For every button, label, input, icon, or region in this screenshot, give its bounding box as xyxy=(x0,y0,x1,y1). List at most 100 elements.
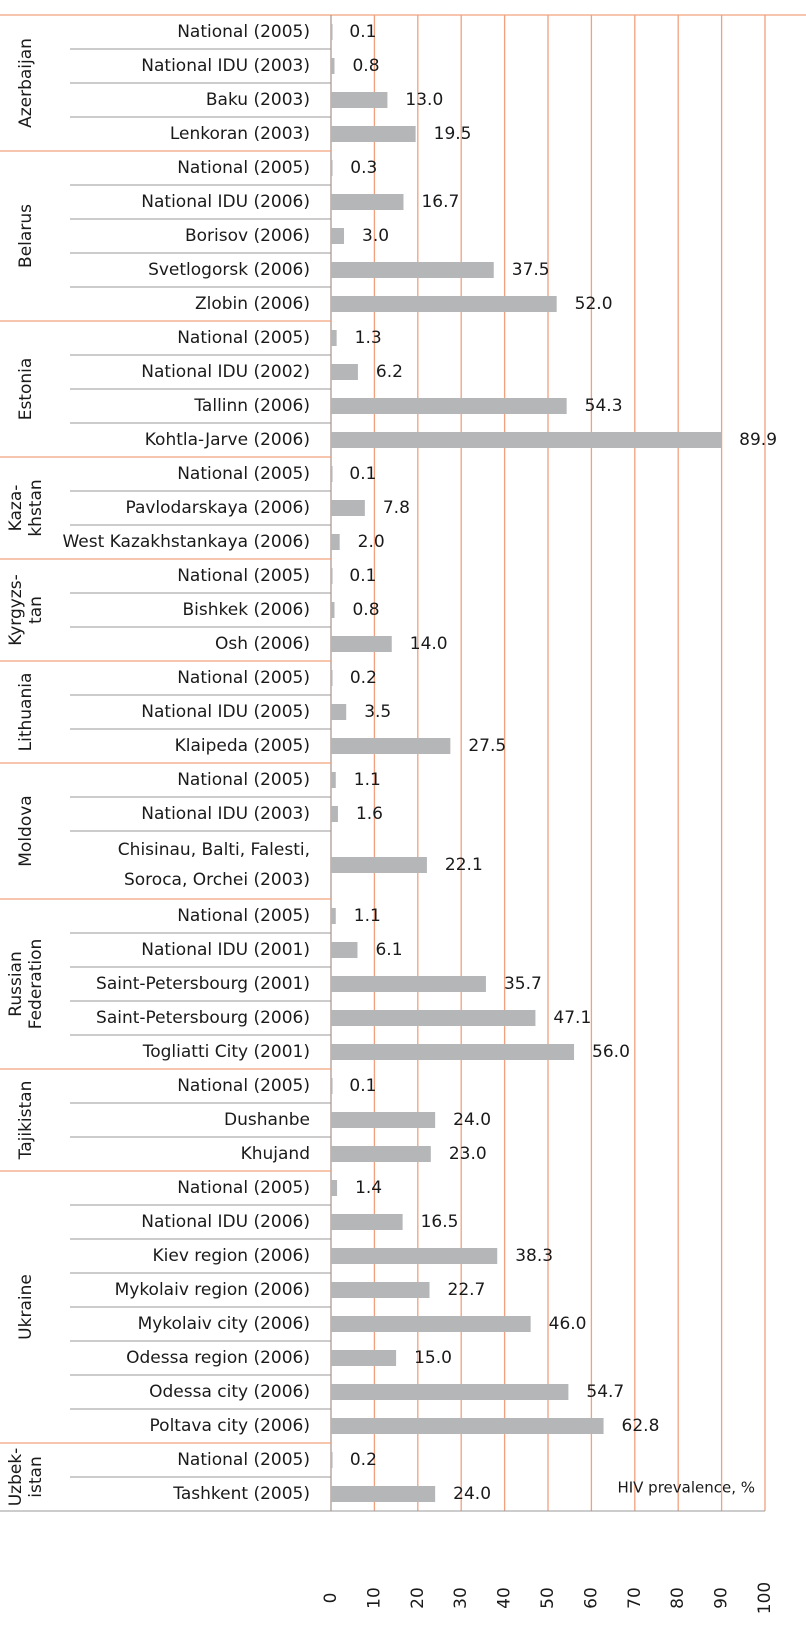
category-label: West Kazakhstankaya (2006) xyxy=(62,532,310,552)
bar xyxy=(331,466,333,482)
value-label: 23.0 xyxy=(449,1144,487,1164)
value-label: 0.1 xyxy=(349,1076,376,1096)
category-label: Dushanbe xyxy=(224,1110,310,1130)
value-label: 7.8 xyxy=(383,498,410,518)
x-tick-label: 20 xyxy=(408,1587,428,1609)
bar xyxy=(331,1418,604,1434)
value-label: 35.7 xyxy=(504,974,542,994)
value-label: 38.3 xyxy=(515,1246,553,1266)
bar xyxy=(331,194,404,210)
bar xyxy=(331,1452,333,1468)
value-label: 1.1 xyxy=(354,906,381,926)
category-label: Chisinau, Balti, Falesti, xyxy=(118,840,310,860)
bar xyxy=(331,1248,498,1264)
x-axis-label: HIV prevalence, % xyxy=(617,1479,755,1497)
category-label: National IDU (2001) xyxy=(141,940,310,960)
category-label: Tallinn (2006) xyxy=(193,396,310,416)
group-label: Uzbek- xyxy=(6,1448,26,1507)
bar xyxy=(331,1044,575,1060)
category-label: Pavlodarskaya (2006) xyxy=(125,498,310,518)
x-tick-label: 10 xyxy=(364,1587,384,1609)
category-label: National IDU (2006) xyxy=(141,1212,310,1232)
bar xyxy=(331,806,338,822)
bar xyxy=(331,857,427,873)
value-label: 22.1 xyxy=(445,855,483,875)
bar xyxy=(331,738,451,754)
category-label: National IDU (2002) xyxy=(141,362,310,382)
group-label: Ukraine xyxy=(16,1274,36,1340)
bar xyxy=(331,500,365,516)
value-label: 15.0 xyxy=(414,1348,452,1368)
value-label: 3.0 xyxy=(362,226,389,246)
category-label: Zlobin (2006) xyxy=(195,294,310,314)
category-label: National (2005) xyxy=(177,464,310,484)
value-label: 3.5 xyxy=(364,702,391,722)
category-label: Khujand xyxy=(241,1144,310,1164)
bar xyxy=(331,704,347,720)
category-label: Lenkoran (2003) xyxy=(170,124,310,144)
category-label: Kiev region (2006) xyxy=(153,1246,311,1266)
bar xyxy=(331,602,335,618)
category-label: Bishkek (2006) xyxy=(183,600,311,620)
category-label: Saint-Petersbourg (2001) xyxy=(96,974,310,994)
category-label: Kohtla-Jarve (2006) xyxy=(145,430,310,450)
bar xyxy=(331,296,557,312)
bar xyxy=(331,1282,430,1298)
category-label: National (2005) xyxy=(177,1076,310,1096)
bar xyxy=(331,1180,338,1196)
category-label: Poltava city (2006) xyxy=(150,1416,310,1436)
value-label: 0.1 xyxy=(349,22,376,42)
category-label: Mykolaiv region (2006) xyxy=(115,1280,310,1300)
value-label: 0.2 xyxy=(350,1450,377,1470)
category-label: Tashkent (2005) xyxy=(172,1484,310,1504)
bar xyxy=(331,364,358,380)
category-label: Soroca, Orchei (2003) xyxy=(124,870,310,890)
value-label: 1.4 xyxy=(355,1178,382,1198)
group-label: Azerbaijan xyxy=(16,38,36,128)
group-label: Estonia xyxy=(16,358,36,421)
category-label: National IDU (2006) xyxy=(141,192,310,212)
bar xyxy=(331,398,567,414)
value-label: 16.7 xyxy=(421,192,459,212)
category-label: Klaipeda (2005) xyxy=(175,736,310,756)
bar xyxy=(331,568,333,584)
bar xyxy=(331,772,336,788)
value-label: 0.1 xyxy=(349,566,376,586)
category-label: National IDU (2005) xyxy=(141,702,310,722)
value-label: 46.0 xyxy=(549,1314,587,1334)
x-tick-label: 0 xyxy=(321,1593,341,1604)
category-label: National IDU (2003) xyxy=(141,56,310,76)
value-label: 37.5 xyxy=(512,260,550,280)
bar xyxy=(331,92,388,108)
x-tick-label: 80 xyxy=(668,1587,688,1609)
category-label: National (2005) xyxy=(177,1178,310,1198)
value-label: 52.0 xyxy=(575,294,613,314)
x-tick-label: 60 xyxy=(581,1587,601,1609)
value-label: 0.3 xyxy=(350,158,377,178)
group-label: tan xyxy=(26,596,46,624)
value-label: 54.7 xyxy=(586,1382,624,1402)
bar xyxy=(331,1146,431,1162)
value-label: 0.8 xyxy=(352,600,379,620)
category-label: Odessa city (2006) xyxy=(149,1382,310,1402)
x-tick-label: 70 xyxy=(625,1587,645,1609)
group-label: Federation xyxy=(26,939,46,1030)
group-label: Russian xyxy=(6,951,26,1016)
value-label: 2.0 xyxy=(358,532,385,552)
value-label: 14.0 xyxy=(410,634,448,654)
category-label: Mykolaiv city (2006) xyxy=(138,1314,310,1334)
category-label: National (2005) xyxy=(177,1450,310,1470)
category-label: Svetlogorsk (2006) xyxy=(148,260,310,280)
value-label: 16.5 xyxy=(421,1212,459,1232)
value-label: 27.5 xyxy=(468,736,506,756)
bar xyxy=(331,1112,436,1128)
bar xyxy=(331,1486,436,1502)
bar xyxy=(331,908,336,924)
category-label: National (2005) xyxy=(177,668,310,688)
bar xyxy=(331,976,486,992)
category-label: Odessa region (2006) xyxy=(126,1348,310,1368)
category-label: National (2005) xyxy=(177,328,310,348)
value-label: 56.0 xyxy=(592,1042,630,1062)
category-label: Osh (2006) xyxy=(215,634,310,654)
value-label: 1.3 xyxy=(355,328,382,348)
